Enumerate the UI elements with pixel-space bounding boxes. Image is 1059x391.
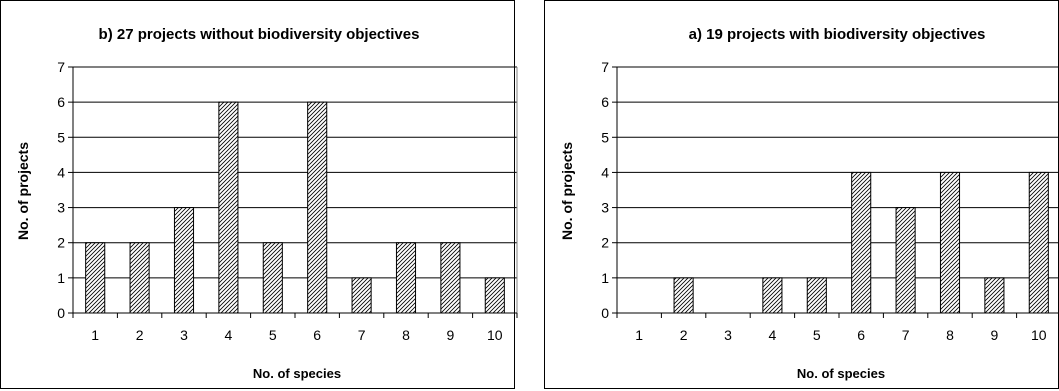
bar bbox=[673, 277, 694, 314]
bar bbox=[351, 277, 372, 314]
y-tick-label: 7 bbox=[601, 59, 609, 75]
x-tick-label: 4 bbox=[769, 327, 777, 343]
plot-area: 0 1 2 3 4 5 6 7 1 2 3 4 5 6 7 8 9 10 bbox=[57, 59, 518, 343]
x-tick-label: 7 bbox=[902, 327, 910, 343]
y-tick-label: 4 bbox=[57, 164, 65, 180]
bar bbox=[307, 101, 328, 314]
y-tick-label: 0 bbox=[57, 305, 65, 321]
bar bbox=[129, 242, 150, 314]
y-tick-label: 5 bbox=[57, 129, 65, 145]
bar bbox=[1028, 171, 1049, 314]
chart-panel-right: a) 19 projects with biodiversity objecti… bbox=[544, 0, 1059, 389]
y-tick-label: 6 bbox=[601, 94, 609, 110]
x-tick-label: 2 bbox=[136, 327, 144, 343]
y-axis-label: No. of projects bbox=[559, 142, 575, 240]
bar bbox=[395, 242, 417, 314]
plot-area: 0 1 2 3 4 5 6 7 1 2 3 4 5 6 7 8 9 10 bbox=[601, 59, 1059, 343]
chart-svg-right: a) 19 projects with biodiversity objecti… bbox=[559, 26, 1059, 381]
x-tick-label: 8 bbox=[946, 327, 954, 343]
y-tick-label: 6 bbox=[57, 94, 65, 110]
bar bbox=[984, 277, 1005, 314]
bar bbox=[895, 207, 916, 314]
y-tick-label: 3 bbox=[57, 200, 65, 216]
chart-title: a) 19 projects with biodiversity objecti… bbox=[689, 26, 986, 43]
y-axis-label: No. of projects bbox=[15, 142, 31, 240]
y-tick-label: 1 bbox=[57, 270, 65, 286]
x-tick-label: 3 bbox=[180, 327, 188, 343]
x-tick-label: 5 bbox=[813, 327, 821, 343]
x-tick-label: 3 bbox=[724, 327, 732, 343]
x-tick-label: 2 bbox=[680, 327, 688, 343]
y-tick-label: 3 bbox=[601, 200, 609, 216]
x-tick-label: 7 bbox=[358, 327, 366, 343]
chart-panel-left: b) 27 projects without biodiversity obje… bbox=[0, 0, 518, 389]
bar bbox=[484, 277, 505, 314]
x-tick-label: 10 bbox=[487, 327, 503, 343]
y-tick-label: 2 bbox=[57, 235, 65, 251]
x-axis-label: No. of species bbox=[253, 366, 341, 381]
y-tick-label: 5 bbox=[601, 129, 609, 145]
x-tick-label: 8 bbox=[402, 327, 410, 343]
x-tick-label: 6 bbox=[313, 327, 321, 343]
y-tick-label: 1 bbox=[601, 270, 609, 286]
y-tick-label: 7 bbox=[57, 59, 65, 75]
bar bbox=[939, 171, 961, 314]
bar bbox=[218, 101, 239, 314]
x-tick-label: 10 bbox=[1031, 327, 1047, 343]
x-tick-label: 5 bbox=[269, 327, 277, 343]
bar bbox=[262, 242, 283, 314]
bar bbox=[762, 277, 783, 314]
x-tick-label: 1 bbox=[635, 327, 643, 343]
bar bbox=[806, 277, 827, 314]
bar bbox=[440, 242, 461, 314]
chart-title: b) 27 projects without biodiversity obje… bbox=[99, 26, 420, 43]
x-axis-label: No. of species bbox=[797, 366, 885, 381]
x-tick-label: 6 bbox=[857, 327, 865, 343]
x-tick-label: 1 bbox=[91, 327, 99, 343]
y-tick-label: 0 bbox=[601, 305, 609, 321]
x-tick-label: 9 bbox=[991, 327, 999, 343]
bar bbox=[173, 207, 195, 314]
y-tick-label: 2 bbox=[601, 235, 609, 251]
y-tick-label: 4 bbox=[601, 164, 609, 180]
bar bbox=[851, 171, 872, 314]
x-tick-label: 4 bbox=[225, 327, 233, 343]
bar bbox=[85, 242, 106, 314]
chart-svg-left: b) 27 projects without biodiversity obje… bbox=[15, 26, 518, 381]
x-tick-label: 9 bbox=[447, 327, 455, 343]
